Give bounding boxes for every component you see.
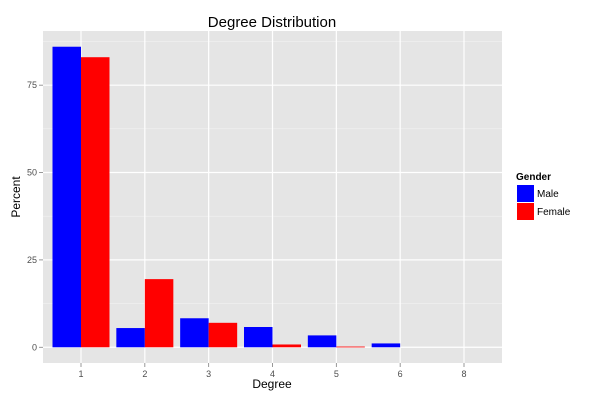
chart-title: Degree Distribution (208, 14, 336, 31)
x-tick-label: 4 (270, 369, 275, 379)
bar-female-2 (144, 279, 174, 348)
bar-female-5 (336, 346, 365, 348)
bar-female-4 (272, 344, 301, 348)
y-tick-label: 0 (32, 342, 37, 352)
legend-swatch-female (517, 203, 534, 220)
y-tick-label: 25 (27, 255, 37, 265)
x-tick-label: 8 (461, 369, 466, 379)
bar-male-2 (116, 328, 145, 348)
bar-male-3 (180, 318, 209, 348)
legend: Gender Male Female (516, 172, 571, 220)
x-axis-title: Degree (252, 377, 292, 391)
legend-label-female: Female (537, 207, 571, 218)
y-axis-title: Percent (9, 176, 23, 218)
y-tick-label: 75 (27, 80, 37, 90)
legend-items: Male Female (517, 185, 571, 220)
bar-layer (52, 46, 401, 348)
x-tick-label: 6 (398, 369, 403, 379)
x-tick-label: 5 (334, 369, 339, 379)
x-tick-label: 2 (142, 369, 147, 379)
y-tick-label: 50 (27, 168, 37, 178)
bar-male-5 (307, 335, 337, 348)
legend-title: Gender (516, 172, 551, 183)
x-tick-label: 3 (206, 369, 211, 379)
axis-layer: 0 25 50 75 1 2 3 4 5 6 8 (27, 80, 467, 379)
x-tick-label: 1 (78, 369, 83, 379)
bar-male-6 (371, 343, 401, 348)
bar-male-1 (52, 46, 81, 348)
legend-label-male: Male (537, 189, 559, 200)
legend-swatch-male (517, 185, 534, 202)
bar-female-3 (208, 322, 238, 348)
bar-female-1 (81, 57, 110, 348)
bar-male-4 (244, 327, 273, 348)
